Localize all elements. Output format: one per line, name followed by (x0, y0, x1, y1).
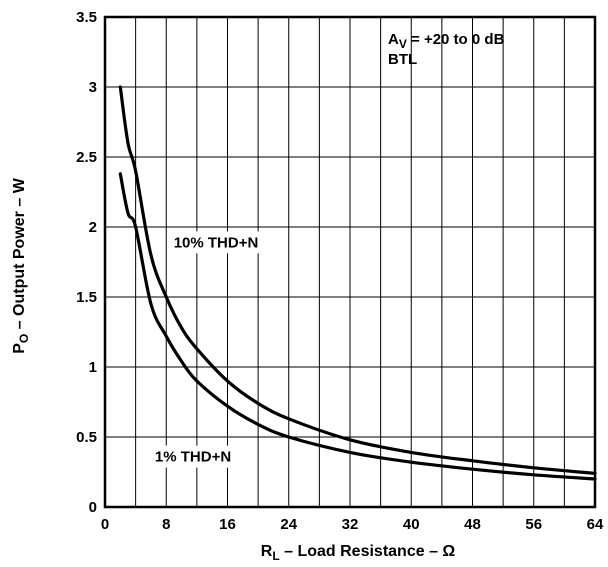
x-axis-title: RL – Load Resistance – Ω (261, 543, 456, 563)
x-tick-label: 56 (525, 516, 542, 533)
x-tick-label: 24 (280, 516, 297, 533)
x-tick-label: 32 (342, 516, 359, 533)
series-line-1 (118, 85, 597, 475)
y-tick-label: 2.5 (76, 149, 97, 166)
y-tick-label: 3.5 (76, 9, 97, 26)
x-tick-label: 40 (403, 516, 420, 533)
y-tick-label: 1.5 (76, 289, 97, 306)
series-label-2: 1% THD+N (155, 449, 231, 466)
x-tick-label: 16 (219, 516, 236, 533)
axis-tick-labels: 0 8 16 24 32 40 48 56 64 0 0.5 1 1.5 2 2.5 3 3.5 (76, 9, 604, 533)
chart-annotation: AV = +20 to 0 dB BTL (388, 31, 505, 68)
series-label-backgrounds (152, 231, 261, 468)
series-label-bg (152, 445, 234, 468)
x-tick-label: 8 (162, 516, 170, 533)
y-tick-label: 1 (89, 359, 97, 376)
plot-frame (103, 15, 597, 509)
y-tick-label: 3 (89, 79, 97, 96)
y-tick-label: 0.5 (76, 429, 97, 446)
series-label-bg (171, 231, 261, 254)
series-label-1: 10% THD+N (174, 234, 259, 251)
series-line-2 (118, 172, 597, 481)
y-tick-label: 0 (89, 499, 97, 516)
x-tick-label: 0 (101, 516, 109, 533)
y-tick-label: 2 (89, 219, 97, 236)
x-tick-label: 48 (464, 516, 481, 533)
series-labels: 10% THD+N 1% THD+N (155, 234, 258, 465)
y-axis-title: PO – Output Power – W (11, 177, 31, 353)
x-tick-label: 64 (587, 516, 604, 533)
series-lines (118, 85, 597, 481)
grid (105, 17, 595, 507)
